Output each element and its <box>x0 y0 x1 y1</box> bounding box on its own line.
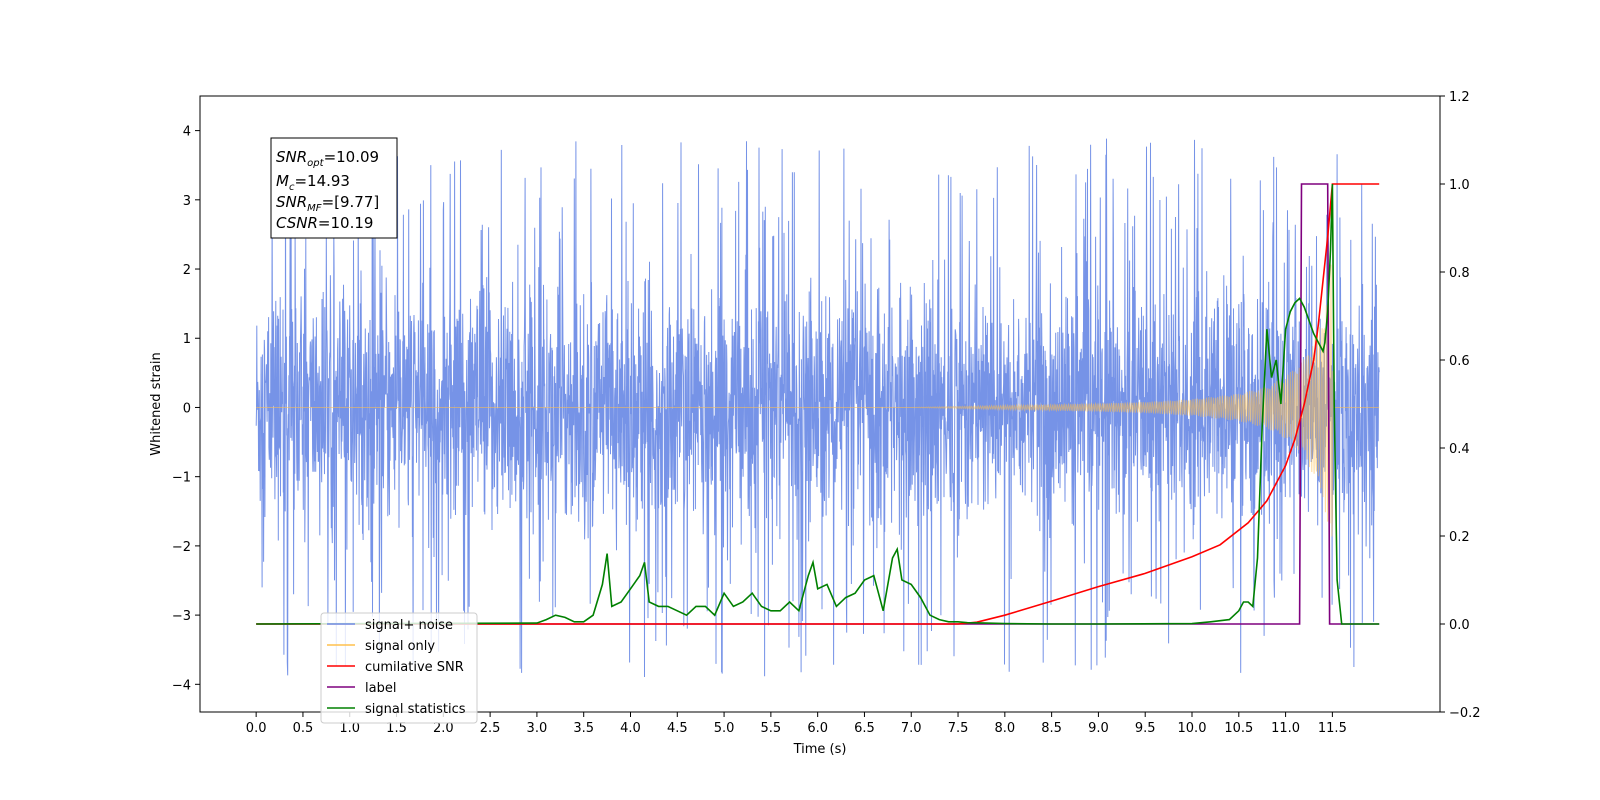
x-tick-label: 0.5 <box>293 721 314 736</box>
legend-entry-signal-statistics: signal statistics <box>327 702 466 717</box>
y-tick-label: −1 <box>172 471 191 486</box>
x-tick-label: 7.5 <box>948 721 969 736</box>
legend-label-cumulative-snr: cumilative SNR <box>365 660 464 675</box>
y-axis-left: −4 −3 −2 −1 0 1 2 3 4 <box>172 125 200 693</box>
stat-snr-opt-value: 10.09 <box>336 148 379 166</box>
legend-label-signal-statistics: signal statistics <box>365 702 466 717</box>
x-tick-label: 4.5 <box>667 721 688 736</box>
series-signal-statistics <box>256 183 1380 625</box>
y-tick-label: 2 <box>183 263 191 278</box>
legend-label-signal-only: signal only <box>365 639 435 654</box>
y-tick-label: −3 <box>172 609 191 624</box>
legend-label-label: label <box>365 681 396 696</box>
stat-snr-mf-value: [9.77] <box>334 193 379 211</box>
y-tick-label: −2 <box>172 540 191 555</box>
legend-entry-signal-only: signal only <box>327 639 435 654</box>
x-tick-label: 9.0 <box>1088 721 1109 736</box>
stat-snr-opt: SNRopt=10.09 <box>276 148 379 169</box>
y-right-tick-label: 0.6 <box>1449 354 1470 369</box>
series-layer <box>255 138 1380 678</box>
y-tick-label: 4 <box>183 125 191 140</box>
legend-entry-label: label <box>327 681 396 696</box>
stats-box: SNRopt=10.09 Mc=14.93 SNRMF=[9.77] CSNR=… <box>270 137 398 239</box>
stat-csnr-value: 10.19 <box>331 214 374 232</box>
y-right-tick-label: 0.2 <box>1449 530 1470 545</box>
x-tick-label: 0.0 <box>246 721 267 736</box>
stat-mc: Mc=14.93 <box>276 172 350 193</box>
y-right-tick-label: 1.0 <box>1449 178 1470 193</box>
x-tick-label: 4.0 <box>620 721 641 736</box>
x-tick-label: 2.0 <box>433 721 454 736</box>
stat-mc-value: 14.93 <box>307 172 350 190</box>
y-axis-label: Whitened strain <box>149 352 164 455</box>
y-axis-right: −0.2 0.0 0.2 0.4 0.6 0.8 1.0 1.2 <box>1440 90 1481 721</box>
y-right-tick-label: 0.4 <box>1449 442 1470 457</box>
series-signal-only <box>256 264 1380 537</box>
y-tick-label: −4 <box>172 678 191 693</box>
x-tick-label: 1.5 <box>386 721 407 736</box>
x-tick-label: 11.5 <box>1318 721 1347 736</box>
x-tick-label: 5.5 <box>761 721 782 736</box>
x-tick-label: 8.5 <box>1041 721 1062 736</box>
y-right-tick-label: 0.0 <box>1449 618 1470 633</box>
legend-entry-signal-noise: signal+ noise <box>327 618 453 633</box>
axes-frame <box>199 95 1441 713</box>
stat-csnr: CSNR=10.19 <box>276 214 373 232</box>
y-tick-label: 3 <box>183 194 191 209</box>
x-tick-label: 1.0 <box>339 721 360 736</box>
x-tick-label: 6.0 <box>807 721 828 736</box>
legend: signal+ noise signal only cumilative SNR… <box>320 612 478 724</box>
y-tick-label: 0 <box>183 401 191 416</box>
legend-entry-cumulative-snr: cumilative SNR <box>327 660 464 675</box>
legend-label-signal-noise: signal+ noise <box>365 618 453 633</box>
x-tick-label: 5.0 <box>714 721 735 736</box>
x-tick-label: 8.0 <box>994 721 1015 736</box>
legend-frame <box>320 612 478 724</box>
stats-box-frame <box>270 137 398 239</box>
y-right-tick-label: −0.2 <box>1449 706 1481 721</box>
x-axis-label: Time (s) <box>793 742 847 757</box>
plot-area <box>199 95 1441 713</box>
x-tick-label: 6.5 <box>854 721 875 736</box>
x-tick-label: 3.5 <box>573 721 594 736</box>
y-right-tick-label: 0.8 <box>1449 266 1470 281</box>
series-cumulative-snr <box>256 183 1380 625</box>
x-tick-label: 10.5 <box>1224 721 1253 736</box>
x-tick-label: 7.0 <box>901 721 922 736</box>
y-tick-label: 1 <box>183 332 191 347</box>
stat-snr-mf: SNRMF=[9.77] <box>276 193 379 214</box>
x-tick-label: 3.0 <box>527 721 548 736</box>
y-right-tick-label: 1.2 <box>1449 90 1470 105</box>
x-axis: 0.0 0.5 1.0 1.5 2.0 2.5 3.0 3.5 4.0 4.5 5.0 5.5 6.0 6… <box>246 712 1347 736</box>
x-tick-label: 11.0 <box>1271 721 1300 736</box>
x-tick-label: 10.0 <box>1178 721 1207 736</box>
x-tick-label: 2.5 <box>480 721 501 736</box>
x-tick-label: 9.5 <box>1135 721 1156 736</box>
